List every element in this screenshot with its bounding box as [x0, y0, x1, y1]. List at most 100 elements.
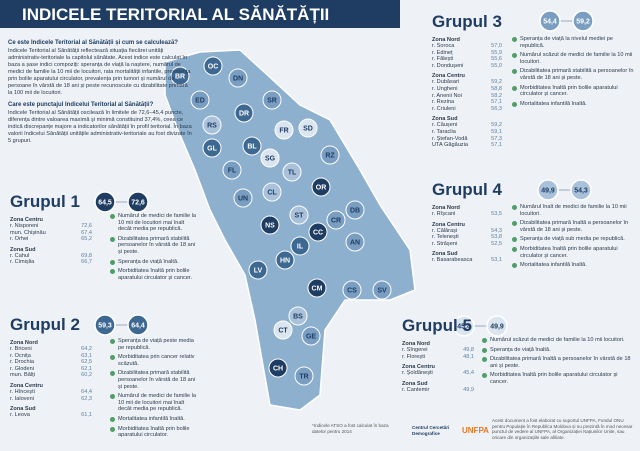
district-value: 57,1: [491, 99, 502, 106]
zone-name: Zona Nord: [432, 205, 460, 211]
zone-name: Zona Centru: [432, 221, 465, 228]
footer-text: Acest document a fost elaborat cu suport…: [492, 418, 633, 440]
indicator-note: Dizabilitatea primară stabilită persoane…: [110, 236, 198, 256]
indicator-note: Morbiditatea înaltă prin bolile aparatul…: [512, 246, 634, 259]
district-name: mun. Chișinău: [10, 229, 46, 236]
district-marker: [298, 118, 318, 138]
indicator-note: Morbiditatea înaltă prin bolile aparatul…: [512, 85, 634, 98]
district-name: r. Dubăsari: [432, 79, 460, 86]
district-label: DR: [239, 111, 249, 118]
range-badge: [486, 315, 508, 337]
district-name: r. Rîșcani: [432, 211, 456, 217]
district-label: ED: [195, 98, 205, 105]
district-marker: [234, 103, 254, 123]
range-badge: [537, 179, 559, 201]
district-name: r. Hîncești: [10, 388, 35, 395]
range-value: 49,9: [490, 324, 504, 331]
district-value: 72,6: [81, 223, 92, 229]
district-name: r. Telenești: [432, 234, 459, 241]
district-marker: [190, 90, 210, 110]
district-row: r. Cimișlia 66,7: [10, 259, 92, 266]
district-row: r. Dubăsari 59,2: [432, 79, 502, 86]
district-row: r. Orhei 65,2: [10, 236, 92, 243]
district-label: CR: [331, 218, 341, 225]
district-value: 58,2: [491, 92, 502, 99]
district-marker: [260, 148, 280, 168]
district-value: 49,9: [463, 386, 474, 393]
district-name: r. Ungheni: [432, 85, 458, 92]
zone-name: Zona Centru: [432, 73, 465, 80]
district-value: 62,3: [81, 395, 92, 402]
indicator-list: Numărul de medici de familie la 10 mii d…: [110, 213, 198, 284]
district-marker: [202, 138, 222, 158]
district-label: SR: [267, 98, 277, 105]
district-marker: [202, 115, 222, 135]
district-marker: [248, 260, 268, 280]
district-row: r. Strășeni 52,5: [432, 241, 502, 248]
group-title: Grupul 1: [10, 192, 80, 211]
indicator-list: Numărul scăzut de medici de familie la 1…: [482, 337, 632, 389]
district-name: r. Criuleni: [432, 105, 456, 112]
zone-name: Zona Nord: [10, 340, 38, 346]
district-value: 67,4: [81, 229, 92, 236]
district-marker: [311, 177, 331, 197]
district-name: r. Anenii Noi: [432, 92, 462, 99]
district-marker: [289, 205, 309, 225]
district-marker: [345, 200, 365, 220]
indicator-note: Morbiditatea înaltă prin bolile aparatul…: [110, 426, 198, 439]
district-name: r. Șoldănești: [402, 370, 433, 377]
range-badge: [453, 315, 475, 337]
district-marker: [275, 250, 295, 270]
district-value: 62,5: [81, 359, 92, 366]
district-label: CT: [278, 328, 288, 335]
group-title: Grupul 2: [10, 315, 80, 334]
district-name: r. Cahul: [10, 252, 30, 259]
district-label: OC: [208, 64, 219, 71]
district-row: r. Glodeni 62,1: [10, 366, 92, 373]
district-row: r. Edineț 55,9: [432, 50, 502, 57]
range-value: 64,4: [131, 323, 145, 330]
district-label: IL: [297, 244, 304, 251]
district-row: r. Nisporeni 72,6: [10, 223, 92, 230]
district-marker: [372, 280, 392, 300]
district-name: r. Soroca: [432, 43, 455, 49]
district-label: BL: [247, 144, 257, 151]
zone-name: Zona Sud: [10, 406, 36, 413]
range-badge: [94, 314, 116, 336]
district-name: r. Cimișlia: [10, 259, 35, 266]
district-name: mun. Bălți: [10, 372, 35, 379]
district-label: CL: [267, 190, 277, 197]
district-value: 49,8: [463, 347, 474, 353]
district-label: LV: [254, 268, 263, 275]
district-value: 53,1: [491, 257, 502, 264]
indicator-note: Morbiditatea înaltă prin bolile aparatul…: [482, 372, 632, 385]
district-label: UN: [238, 196, 248, 203]
indicator-note: Dizabilitatea primară stabilită persoane…: [110, 370, 198, 390]
district-name: r. Glodeni: [10, 365, 34, 372]
district-value: 53,5: [491, 211, 502, 217]
district-marker: [228, 68, 248, 88]
logo: Centrul Cercetări Demografice: [412, 425, 450, 436]
district-row: r. Briceni 64,2: [10, 346, 92, 353]
district-name: r. Orhei: [10, 236, 29, 243]
district-label: GE: [306, 334, 316, 341]
range-badge: [94, 191, 116, 213]
country-outline: [164, 49, 416, 411]
district-row: r. Basarabeasca 53,1: [432, 257, 502, 264]
zone-name: Zona Sud: [432, 116, 458, 123]
district-label: BR: [175, 74, 185, 81]
logo: UNFPA: [462, 426, 489, 435]
district-marker: [308, 222, 328, 242]
district-row: r. Rîșcani 53,5: [432, 211, 502, 218]
district-value: 60,2: [81, 372, 92, 379]
range-badge: [572, 10, 594, 32]
district-value: 65,2: [81, 236, 92, 243]
district-row: UTA Găgăuzia 57,1: [432, 142, 502, 149]
district-value: 62,1: [81, 365, 92, 372]
district-marker: [262, 90, 282, 110]
question: Ce este Indicele Teritorial al Sănătății…: [8, 40, 178, 46]
district-value: 45,4: [463, 370, 474, 377]
district-name: r. Florești: [402, 353, 426, 360]
range-badge: [539, 10, 561, 32]
